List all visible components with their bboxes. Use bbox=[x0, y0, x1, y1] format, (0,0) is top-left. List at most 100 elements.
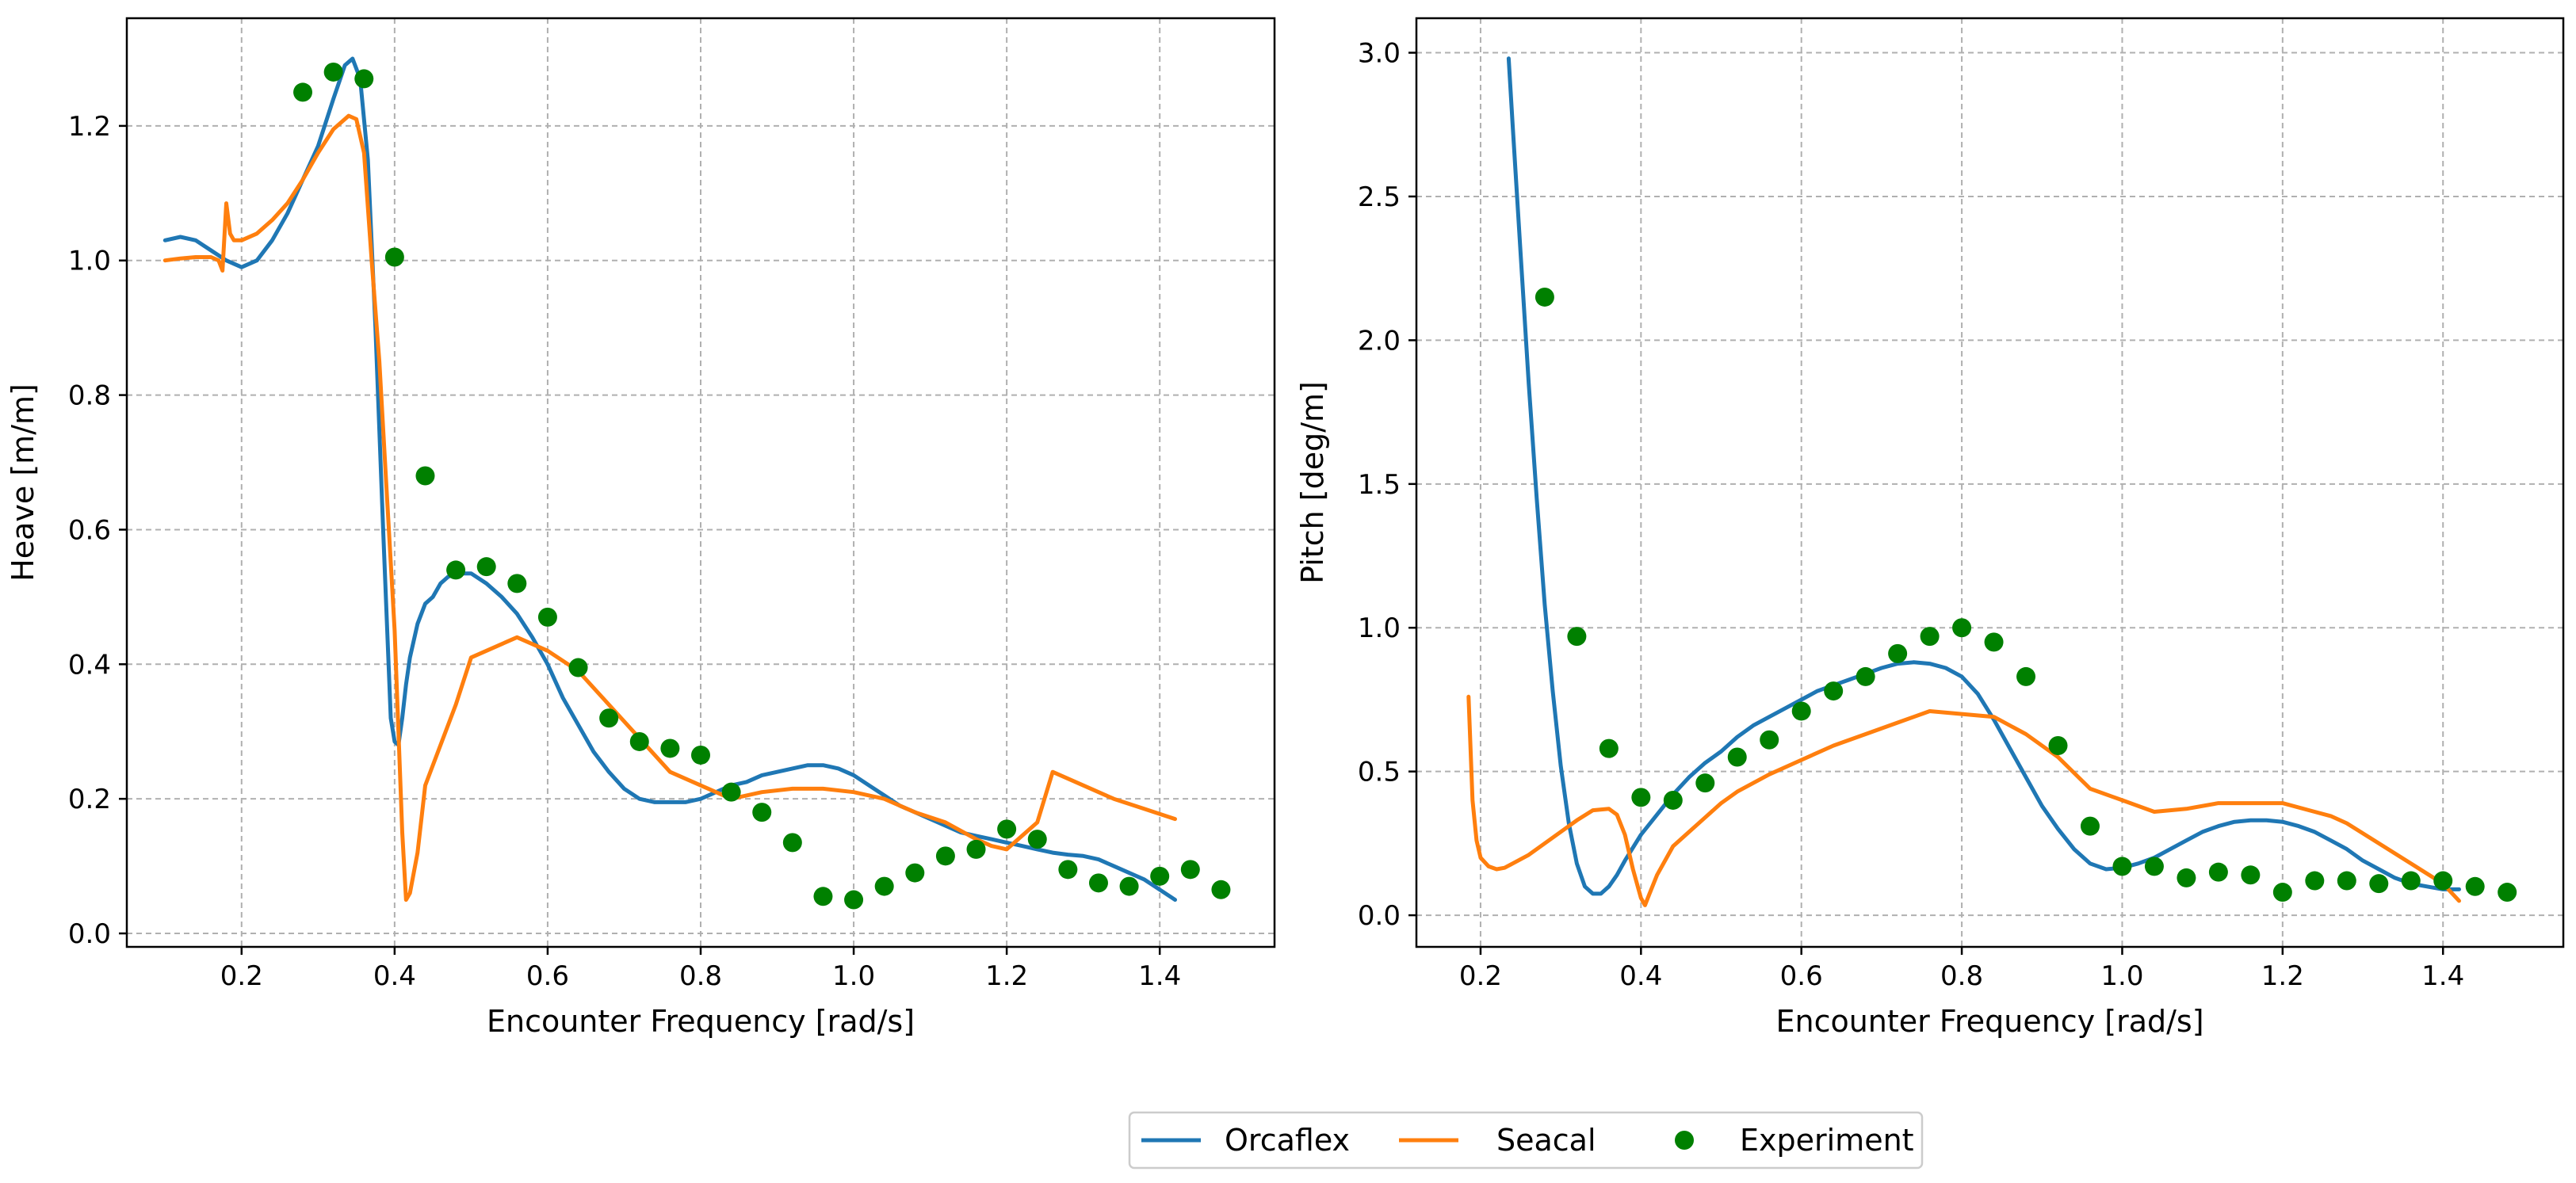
pitch-experiment-point bbox=[1856, 666, 1875, 686]
heave-experiment-point bbox=[1119, 876, 1139, 896]
pitch-experiment-point bbox=[2433, 871, 2453, 891]
heave-ytick-label: 1.0 bbox=[68, 246, 111, 277]
pitch-experiment-point bbox=[1760, 730, 1779, 750]
heave-experiment-point bbox=[905, 863, 925, 883]
heave-ytick-label: 0.2 bbox=[68, 784, 111, 815]
pitch-ytick-label: 2.0 bbox=[1358, 325, 1401, 357]
pitch-ytick-label: 3.0 bbox=[1358, 38, 1401, 70]
heave-experiment-point bbox=[415, 466, 435, 486]
heave-experiment-point bbox=[1058, 860, 1078, 880]
heave-ytick-label: 0.4 bbox=[68, 649, 111, 681]
legend-label-orcaflex: Orcaflex bbox=[1225, 1123, 1350, 1158]
pitch-experiment-point bbox=[1695, 773, 1715, 793]
pitch-experiment-point bbox=[2208, 862, 2228, 882]
heave-experiment-point bbox=[293, 82, 313, 102]
pitch-xtick-label: 0.4 bbox=[1619, 960, 1662, 992]
pitch-xtick-label: 1.2 bbox=[2261, 960, 2304, 992]
pitch-experiment-point bbox=[2048, 736, 2068, 756]
heave-chart-panel: 0.2 0.4 0.6 0.8 1.0 1.2 1.4 0.0 0.2 0.4 0.6 0.8 1.0 1… bbox=[6, 17, 1276, 1039]
heave-experiment-point bbox=[844, 890, 864, 910]
pitch-experiment-point bbox=[1952, 618, 1972, 638]
heave-experiment-point bbox=[446, 560, 466, 580]
pitch-experiment-point bbox=[1631, 788, 1651, 807]
pitch-experiment-point bbox=[1984, 632, 2004, 652]
heave-experiment-point bbox=[966, 839, 986, 859]
pitch-ytick-label: 0.5 bbox=[1358, 757, 1401, 788]
pitch-series-orcaflex-line bbox=[1506, 56, 2461, 896]
heave-experiment-point bbox=[813, 887, 833, 906]
legend-swatch-experiment bbox=[1675, 1131, 1694, 1150]
heave-ytick-label: 0.8 bbox=[68, 380, 111, 412]
pitch-experiment-point bbox=[2016, 666, 2036, 686]
heave-experiment-point bbox=[1180, 860, 1200, 880]
heave-experiment-point bbox=[507, 574, 527, 593]
pitch-xtick-label: 1.0 bbox=[2100, 960, 2143, 992]
pitch-experiment-point bbox=[1599, 738, 1619, 758]
pitch-experiment-point bbox=[2177, 868, 2196, 887]
heave-experiment-point bbox=[1027, 830, 1047, 849]
heave-experiment-point bbox=[1150, 866, 1170, 886]
legend: Orcaflex Seacal Experiment bbox=[1128, 1111, 1924, 1170]
heave-experiment-point bbox=[354, 69, 374, 89]
heave-experiment-point bbox=[721, 782, 741, 802]
pitch-xtick-label: 1.4 bbox=[2421, 960, 2464, 992]
pitch-experiment-point bbox=[2112, 857, 2132, 876]
pitch-experiment-point bbox=[2465, 876, 2485, 896]
legend-label-experiment: Experiment bbox=[1740, 1123, 1914, 1158]
heave-experiment-point bbox=[997, 819, 1017, 839]
pitch-experiment-point bbox=[2498, 883, 2517, 903]
heave-experiment-point bbox=[691, 745, 710, 765]
heave-experiment-point bbox=[629, 731, 649, 751]
heave-experiment-point bbox=[599, 708, 619, 728]
heave-x-axis-label: Encounter Frequency [rad/s] bbox=[487, 1004, 915, 1039]
heave-ytick-label: 1.2 bbox=[68, 111, 111, 143]
pitch-xtick-label: 0.8 bbox=[1940, 960, 1983, 992]
heave-xtick-label: 0.6 bbox=[526, 960, 569, 992]
heave-series-orcaflex-line bbox=[162, 56, 1177, 903]
heave-xtick-label: 1.2 bbox=[985, 960, 1028, 992]
pitch-chart-panel: 0.2 0.4 0.6 0.8 1.0 1.2 1.4 0.0 0.5 1.0 1.5 2.0 2.5 3… bbox=[1295, 17, 2565, 1039]
heave-experiment-point bbox=[1088, 873, 1108, 893]
pitch-ytick-label: 0.0 bbox=[1358, 900, 1401, 932]
pitch-xtick-label: 0.2 bbox=[1459, 960, 1502, 992]
heave-series-seacal-line bbox=[162, 113, 1177, 903]
pitch-experiment-point bbox=[2369, 874, 2389, 894]
pitch-experiment-point bbox=[1888, 643, 1908, 663]
pitch-experiment-point bbox=[2144, 857, 2164, 876]
pitch-y-axis-label: Pitch [deg/m] bbox=[1295, 381, 1330, 584]
pitch-experiment-point bbox=[1727, 747, 1747, 767]
pitch-experiment-point bbox=[2241, 865, 2261, 885]
heave-xtick-label: 1.4 bbox=[1138, 960, 1181, 992]
pitch-experiment-point bbox=[2272, 883, 2292, 903]
heave-xtick-label: 0.8 bbox=[679, 960, 722, 992]
heave-experiment-point bbox=[660, 738, 680, 758]
heave-experiment-point bbox=[537, 607, 557, 627]
legend-label-seacal: Seacal bbox=[1496, 1123, 1596, 1158]
pitch-experiment-point bbox=[2080, 816, 2100, 836]
heave-ytick-label: 0.6 bbox=[68, 514, 111, 546]
pitch-experiment-point bbox=[1535, 287, 1554, 307]
heave-experiment-point bbox=[1211, 880, 1231, 899]
pitch-ytick-label: 1.5 bbox=[1358, 469, 1401, 501]
heave-experiment-point bbox=[323, 62, 343, 82]
heave-xtick-label: 0.2 bbox=[220, 960, 263, 992]
pitch-experiment-point bbox=[1567, 627, 1587, 647]
legend-box bbox=[1128, 1111, 1924, 1170]
pitch-experiment-point bbox=[1791, 701, 1811, 721]
heave-ytick-label: 0.0 bbox=[68, 918, 111, 950]
heave-experiment-point bbox=[782, 833, 802, 853]
pitch-plot-frame bbox=[1415, 17, 2565, 948]
heave-experiment-point bbox=[874, 876, 894, 896]
pitch-ytick-label: 2.5 bbox=[1358, 181, 1401, 213]
heave-xtick-label: 1.0 bbox=[832, 960, 875, 992]
heave-experiment-point bbox=[568, 658, 588, 677]
pitch-xtick-label: 0.6 bbox=[1780, 960, 1823, 992]
heave-experiment-point bbox=[384, 247, 404, 267]
heave-xtick-label: 0.4 bbox=[373, 960, 416, 992]
heave-experiment-point bbox=[752, 803, 772, 822]
pitch-experiment-point bbox=[1663, 790, 1683, 810]
heave-experiment-point bbox=[476, 557, 496, 577]
pitch-experiment-point bbox=[1824, 681, 1844, 701]
pitch-series-seacal-line bbox=[1466, 694, 2461, 907]
